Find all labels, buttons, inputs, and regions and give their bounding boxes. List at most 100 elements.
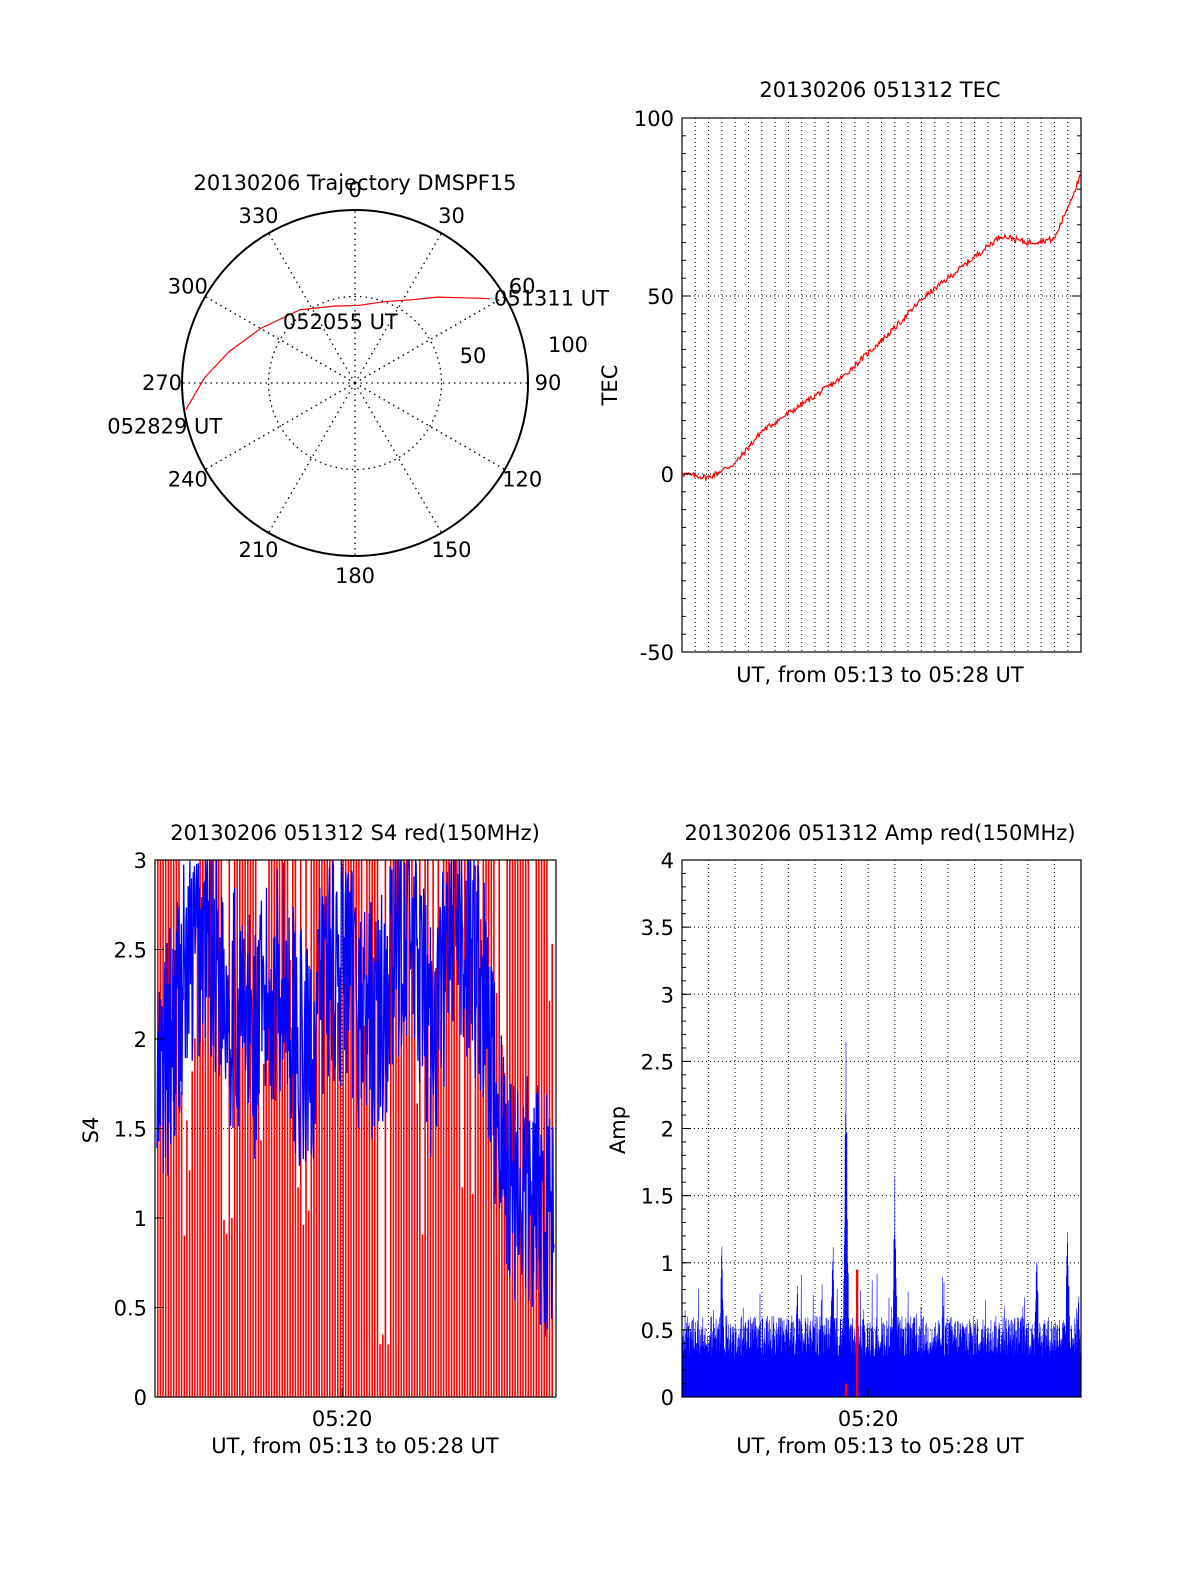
polar-angle-label: 270 — [142, 371, 182, 395]
s4-red-bar — [368, 860, 371, 1397]
polar-border — [181, 209, 529, 557]
polar-spoke — [204, 382, 356, 471]
s4-red-bar — [334, 1011, 336, 1397]
s4-grid — [155, 860, 556, 1397]
s4-ylabel: S4 — [79, 1117, 103, 1144]
tec-panel: 20130206 051312 TEC -50 0 50 100 TEC UT, fr… — [598, 78, 1082, 687]
s4-red-bar — [321, 860, 323, 1397]
polar-time-annotation: 052829 UT — [107, 414, 222, 438]
polar-labels: 0 30 60 90 120 150 180 210 240 270 300 330 50 100 0513… — [107, 178, 609, 588]
s4-red-bar — [207, 930, 209, 1397]
amp-ylabel: Amp — [606, 1106, 630, 1154]
tec-ytick-label: 0 — [661, 463, 674, 487]
polar-title: 20130206 Trajectory DMSPF15 — [193, 171, 516, 195]
polar-angle-label: 120 — [502, 468, 542, 492]
s4-red-bar — [461, 1187, 463, 1397]
s4-red-bar — [384, 860, 387, 1397]
s4-red-bar — [416, 1103, 418, 1397]
s4-red-bar — [331, 860, 334, 1397]
s4-red-bar — [172, 860, 175, 1397]
s4-red-bar — [289, 960, 291, 1397]
amp-ytick-label: 2.5 — [641, 1050, 674, 1074]
s4-red-bar — [360, 860, 363, 1397]
s4-red-bar — [509, 860, 511, 1397]
amp-ytick-label: 0.5 — [641, 1319, 674, 1343]
amp-ytick-label: 3.5 — [641, 916, 674, 940]
s4-red-bar — [456, 860, 458, 1397]
s4-red-bar — [315, 860, 318, 1397]
s4-red-bar — [389, 860, 392, 1397]
polar-angle-label: 90 — [535, 371, 562, 395]
s4-red-bar — [329, 860, 331, 1397]
s4-red-bar — [307, 1210, 310, 1397]
s4-red-bar — [225, 1233, 228, 1397]
amp-ytick-label: 4 — [661, 849, 674, 873]
s4-panel: 20130206 051312 S4 red(150MHz) 0 0.5 1 1.5 2… — [79, 821, 557, 1458]
s4-red-bar — [445, 860, 448, 1397]
amp-blue-trace — [681, 1041, 1082, 1398]
polar-panel: 20130206 Trajectory DMSPF15 0 30 60 90 120 15… — [107, 171, 609, 588]
s4-ticks: 0 0.5 1 1.5 2 2.5 3 05:20 — [114, 849, 373, 1431]
s4-red-bar — [382, 1334, 384, 1397]
tec-ylabel: TEC — [598, 365, 622, 407]
s4-red-bar — [405, 860, 408, 1397]
s4-red-bar — [434, 968, 437, 1397]
s4-ytick-label: 0 — [134, 1386, 147, 1410]
amp-bars — [681, 1041, 1082, 1398]
amp-title: 20130206 051312 Amp red(150MHz) — [684, 821, 1075, 845]
s4-red-bar — [540, 860, 543, 1397]
s4-red-bar — [188, 1170, 191, 1397]
s4-red-bar — [233, 860, 236, 1397]
s4-red-bar — [204, 860, 207, 1397]
s4-ytick-label: 1.5 — [114, 1118, 147, 1142]
s4-red-bar — [448, 860, 450, 1397]
s4-xlabel: UT, from 05:13 to 05:28 UT — [211, 1434, 499, 1458]
polar-radial-label: 100 — [548, 333, 588, 357]
s4-red-bar — [220, 860, 223, 1397]
s4-red-bar — [281, 860, 283, 1397]
s4-red-bar — [495, 993, 498, 1397]
s4-red-bar — [337, 1002, 339, 1397]
amp-ytick-label: 2 — [661, 1118, 674, 1142]
s4-red-bar — [429, 1077, 432, 1397]
s4-red-bar — [273, 860, 276, 1397]
s4-red-bar — [347, 860, 350, 1397]
s4-red-bar — [199, 860, 201, 1397]
s4-red-bar — [196, 883, 199, 1397]
s4-red-bar — [257, 1072, 260, 1397]
tec-title: 20130206 051312 TEC — [759, 78, 1000, 102]
s4-red-bar — [236, 860, 238, 1397]
polar-time-annotation: 051311 UT — [494, 287, 609, 311]
s4-red-bar — [469, 860, 471, 1397]
s4-red-bar — [474, 865, 477, 1397]
s4-red-bar — [323, 860, 326, 1397]
s4-red-bar — [186, 1120, 188, 1397]
s4-ytick-label: 2.5 — [114, 939, 147, 963]
polar-spoke — [267, 382, 356, 534]
s4-bars — [156, 859, 555, 1397]
s4-red-bar — [352, 860, 355, 1397]
polar-spoke — [354, 382, 506, 471]
s4-red-bar — [397, 860, 400, 1397]
s4-red-bar — [180, 1091, 183, 1397]
s4-red-bar — [408, 860, 410, 1397]
polar-ring-50 — [267, 295, 443, 471]
s4-ytick-label: 2 — [134, 1028, 147, 1052]
s4-red-bar — [519, 860, 522, 1397]
s4-red-bar — [339, 1056, 342, 1397]
amp-ticks: 0 0.5 1 1.5 2 2.5 3 3.5 4 05:20 — [641, 849, 899, 1431]
s4-red-bar — [299, 860, 302, 1397]
polar-angle-label: 60 — [509, 275, 536, 299]
s4-red-bar — [424, 860, 426, 1397]
s4-red-bar — [249, 860, 252, 1397]
s4-red-bar — [358, 860, 360, 1397]
s4-red-bar — [217, 860, 220, 1397]
s4-red-bar — [265, 1033, 268, 1397]
polar-time-annotation: 052055 UT — [283, 310, 398, 334]
amp-xlabel: UT, from 05:13 to 05:28 UT — [736, 1434, 1024, 1458]
polar-spoke — [204, 295, 356, 384]
s4-red-bar — [284, 860, 286, 1397]
s4-red-bar — [363, 1025, 365, 1397]
polar-angle-label: 180 — [335, 564, 375, 588]
s4-red-bar — [530, 1181, 532, 1397]
